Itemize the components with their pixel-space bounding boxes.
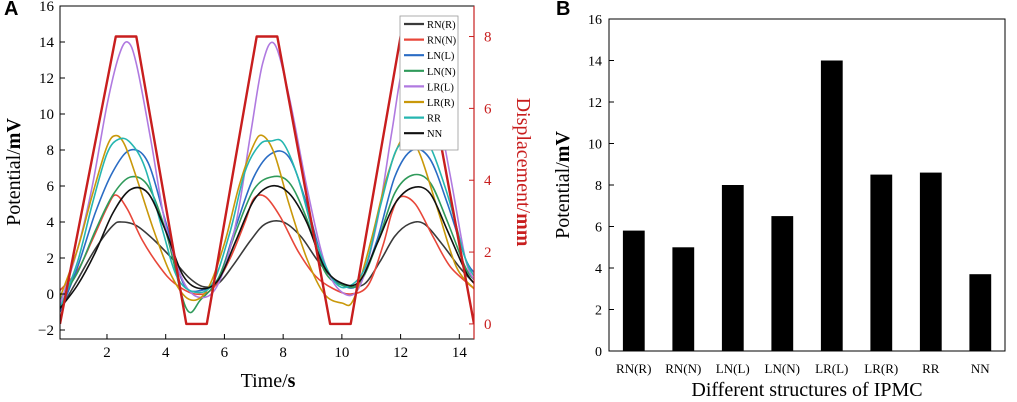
- y-tick-label: 0: [47, 287, 55, 303]
- y-axis-label-b: Potential/mV: [552, 131, 574, 239]
- y-tick-label: 6: [47, 179, 55, 195]
- y-tick-label: 16: [39, 0, 55, 15]
- y-tick-label-b: 6: [595, 221, 602, 236]
- panel-b-label: B: [556, 0, 571, 20]
- x-tick-label-b: LR(R): [864, 361, 898, 376]
- x-tick-label: 10: [334, 345, 349, 361]
- x-tick-label: 14: [452, 345, 468, 361]
- x-tick-label: 4: [162, 345, 170, 361]
- x-tick-label: 12: [393, 345, 408, 361]
- legend-label: RR: [427, 114, 441, 125]
- x-axis-ticks-b: RN(R) RN(N) LN(L) LN(N) LR(L) LR(R) RR NN: [616, 346, 990, 376]
- legend-label: LR(R): [427, 98, 455, 109]
- y2-axis-ticks: 0 2 4 6 8: [469, 30, 492, 333]
- bar-group: [622, 60, 992, 352]
- y-tick-label: −2: [38, 323, 54, 339]
- x-tick-label-b: RN(N): [665, 361, 701, 376]
- y-tick-label-b: 16: [588, 13, 602, 28]
- y-axis-ticks: −2 0 2 4 6 8 10 12 14 16: [38, 0, 65, 339]
- y-tick-label-b: 4: [595, 262, 602, 277]
- series-line-nn: [60, 184, 474, 309]
- y-tick-label-b: 0: [595, 345, 602, 360]
- legend-label: NN: [427, 129, 443, 140]
- series-line-ln-n: [60, 173, 474, 314]
- x-tick-label: 6: [221, 345, 229, 361]
- legend: RN(R) RN(N) LN(L) LN(N) LR(L) LR(R) RR NN: [399, 15, 459, 151]
- x-axis-label-a: Time/s: [241, 370, 296, 392]
- x-tick-label: 2: [103, 345, 111, 361]
- y-tick-label: 14: [39, 35, 55, 51]
- bar-nn: [969, 274, 992, 351]
- x-tick-label-b: LR(L): [815, 361, 848, 376]
- series-line-lr-r: [60, 134, 474, 307]
- y-tick-label-b: 2: [595, 304, 602, 319]
- legend-label: LN(N): [427, 67, 456, 78]
- bar-ln-l: [721, 185, 744, 351]
- y-axis-label-a: Potential/mV: [3, 118, 25, 226]
- legend-label: RN(R): [427, 20, 456, 31]
- y2-tick-label: 4: [484, 173, 492, 189]
- y-tick-label: 8: [47, 143, 55, 159]
- y-tick-label: 12: [39, 71, 54, 87]
- y-tick-label: 2: [47, 251, 55, 267]
- x-axis-ticks: 2 4 6 8 10 12 14: [103, 334, 467, 361]
- x-tick-label-b: RR: [922, 361, 940, 376]
- plot-frame-b: [608, 18, 1006, 352]
- bar-ln-n: [771, 216, 794, 351]
- bar-rr: [919, 172, 942, 351]
- legend-label: LN(L): [427, 51, 455, 62]
- x-tick-label-b: LN(N): [765, 361, 800, 376]
- legend-label: RN(N): [427, 36, 457, 47]
- y2-tick-label: 2: [484, 245, 492, 261]
- x-tick-label: 8: [279, 345, 287, 361]
- y-tick-label: 4: [47, 215, 55, 231]
- y-tick-label-b: 14: [588, 55, 602, 70]
- bar-lr-l: [820, 60, 843, 351]
- y2-tick-label: 0: [484, 317, 492, 333]
- bar-chart: 0 2 4 6 8 10 12 14 16 RN(R) RN(N) LN(L) LN(N) LR(L) L…: [552, 13, 1006, 401]
- bar-lr-r: [870, 174, 893, 351]
- bar-rn-r: [622, 230, 645, 351]
- legend-box: [399, 15, 459, 151]
- y2-tick-label: 6: [484, 101, 492, 117]
- x-tick-label-b: RN(R): [616, 361, 651, 376]
- y-tick-label-b: 10: [588, 138, 602, 153]
- series-line-rn-n: [60, 194, 474, 296]
- legend-label: LR(L): [427, 82, 454, 93]
- panel-a-label: A: [4, 0, 19, 20]
- x-tick-label-b: LN(L): [716, 361, 750, 376]
- y2-tick-label: 8: [484, 30, 492, 46]
- y-tick-label: 10: [39, 107, 54, 123]
- y-axis-ticks-b: 0 2 4 6 8 10 12 14 16: [588, 13, 614, 360]
- bar-rn-n: [672, 247, 695, 352]
- y2-axis-label-a: Displacement/mm: [512, 98, 534, 247]
- y-tick-label-b: 12: [588, 96, 602, 111]
- y-tick-label-b: 8: [595, 179, 602, 194]
- series-line-ln-l: [60, 148, 474, 313]
- x-tick-label-b: NN: [971, 361, 990, 376]
- series-line-rn-r: [60, 220, 474, 311]
- x-axis-label-b: Different structures of IPMC: [691, 379, 922, 401]
